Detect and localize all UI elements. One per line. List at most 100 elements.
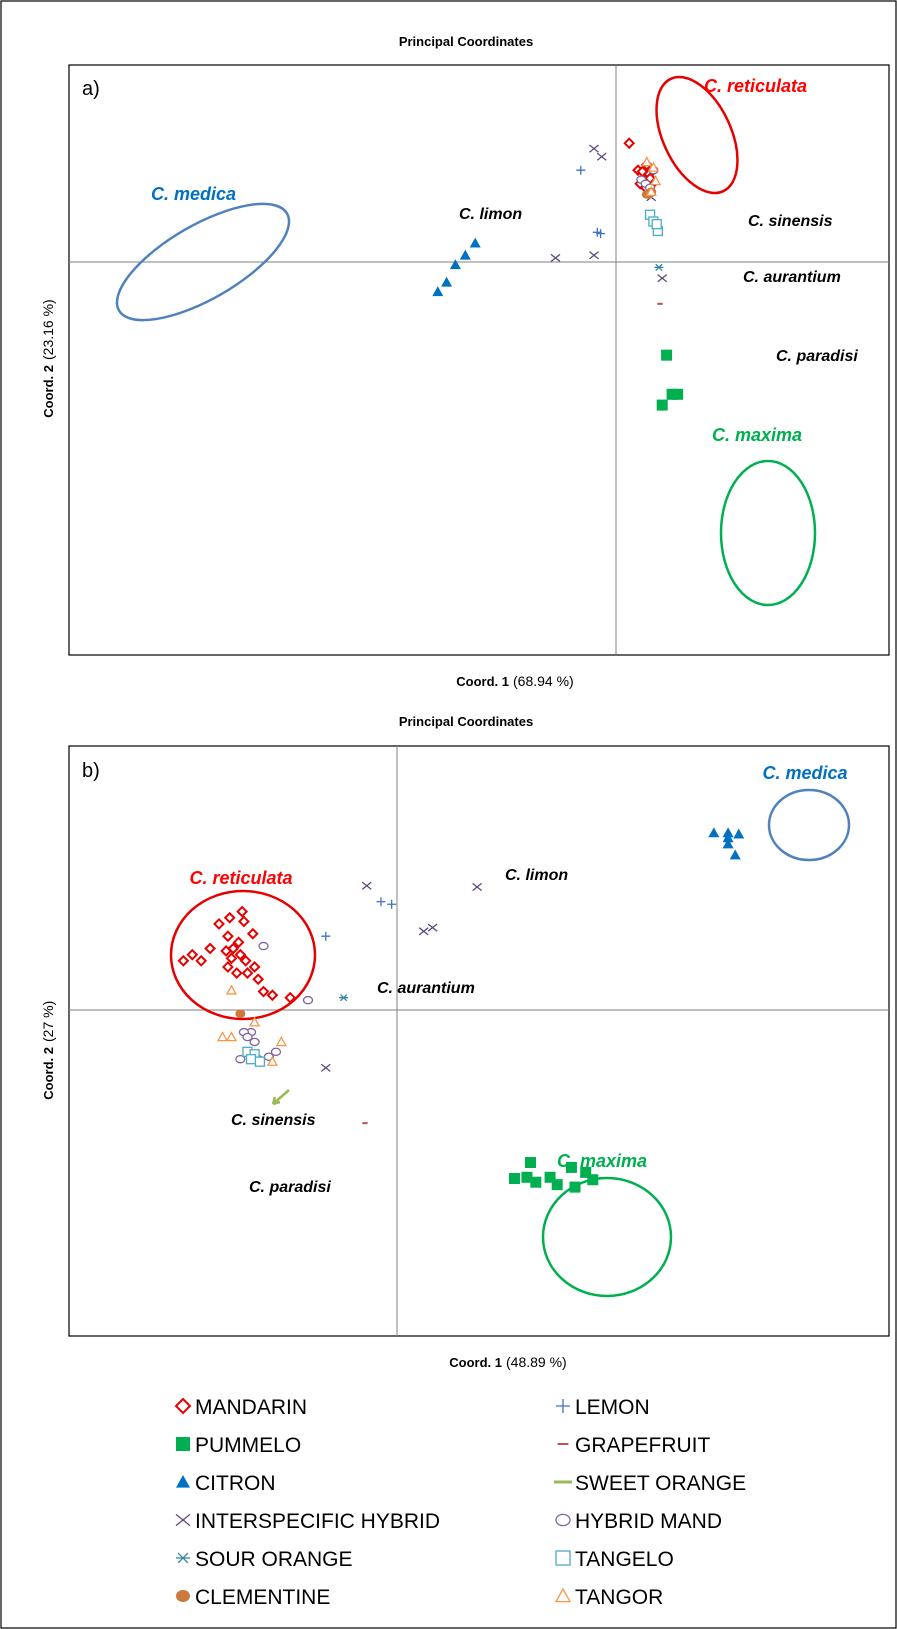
panel-a: Principal Coordinates a) C. medica C. re… (40, 34, 890, 689)
point-hybrid-0 (589, 144, 599, 153)
panel-a-paradisi-label: C. paradisi (776, 348, 858, 365)
point-citron-1 (449, 259, 461, 270)
panel-b-y-axis-pct: (27 %) (40, 1001, 56, 1042)
legend-label-clementine: CLEMENTINE (195, 1586, 330, 1609)
panel-a-title: Principal Coordinates (399, 34, 533, 49)
legend-item-lemon: LEMON (556, 1396, 650, 1419)
point-tangor-1 (216, 1031, 229, 1042)
legend: MANDARIN LEMON PUMMELO GRAPEFRUIT CITRON SWEE… (174, 1396, 746, 1609)
point-citron-0 (708, 827, 720, 838)
panel-b-limon-label: C. limon (505, 867, 568, 884)
panel-b-aurantium-label: C. aurantium (377, 980, 475, 997)
point-tangelo-3 (651, 219, 662, 230)
point-tangelo-3 (254, 1056, 266, 1067)
point-pummelo-0 (661, 349, 673, 361)
panel-b-sinensis-label: C. sinensis (231, 1112, 316, 1129)
panel-a-reticulata-ellipse (655, 75, 739, 195)
point-tangor-4 (248, 1016, 261, 1027)
point-lemon-2 (321, 931, 331, 941)
point-clementine-0 (235, 1009, 246, 1018)
point-tangor-1 (645, 185, 657, 197)
point-lemon-0 (376, 897, 386, 907)
point-hybrid-2 (550, 253, 561, 263)
point-mandarin-22 (223, 911, 236, 924)
panel-a-marks (432, 137, 684, 411)
point-tangor-0 (641, 156, 653, 167)
point-pummelo-4 (521, 1171, 533, 1183)
legend-marker-sour_orange (176, 1552, 190, 1564)
point-mandarin-19 (232, 936, 245, 949)
legend-item-grapefruit: GRAPEFRUIT (557, 1434, 711, 1457)
point-hybrid_mand-4 (242, 1032, 253, 1042)
point-lemon-1 (387, 899, 397, 909)
panel-b-reticulata-ellipse (169, 889, 317, 1021)
legend-marker-lemon (556, 1399, 570, 1413)
point-hybrid_mand-9 (235, 1054, 246, 1064)
point-mandarin-20 (246, 927, 259, 940)
point-citron-2 (733, 828, 745, 839)
panel-b-medica-label: C. medica (762, 763, 847, 783)
panel-a-medica-label: C. medica (151, 184, 236, 204)
point-hybrid_mand-5 (249, 1037, 260, 1047)
point-tangelo-2 (245, 1054, 257, 1065)
panel-a-reticulata-label: C. reticulata (704, 76, 807, 96)
point-citron-3 (722, 832, 734, 843)
panel-b-sinensis-arrow (271, 1089, 290, 1106)
legend-label-sweet_orange: SWEET ORANGE (575, 1472, 746, 1495)
legend-item-pummelo: PUMMELO (176, 1434, 301, 1457)
legend-label-sour_orange: SOUR ORANGE (195, 1548, 353, 1571)
point-sour_orange-0 (339, 994, 349, 1002)
point-mandarin-21 (238, 915, 250, 928)
point-mandarin-4 (234, 948, 247, 961)
legend-label-lemon: LEMON (575, 1396, 650, 1419)
point-tangor-2 (225, 1031, 238, 1042)
point-tangor-3 (649, 175, 662, 186)
legend-marker-pummelo (176, 1437, 190, 1451)
point-pummelo-8 (530, 1176, 542, 1188)
panel-a-sinensis-label: C. sinensis (748, 213, 833, 230)
legend-item-clementine: CLEMENTINE (176, 1586, 330, 1609)
panel-a-label: a) (82, 78, 100, 100)
legend-label-citron: CITRON (195, 1472, 276, 1495)
point-hybrid_mand-8 (270, 1047, 282, 1057)
panel-a-limon-label: C. limon (459, 206, 522, 223)
legend-label-tangor: TANGOR (575, 1586, 663, 1609)
point-mandarin-9 (186, 948, 199, 961)
panel-b-label: b) (82, 760, 100, 782)
legend-item-hybrid_mand: HYBRID MAND (555, 1510, 722, 1533)
legend-item-mandarin: MANDARIN (174, 1396, 307, 1419)
panel-b-maxima-ellipse (541, 1176, 673, 1298)
legend-marker-mandarin (174, 1397, 192, 1415)
panel-b-maxima-label: C. maxima (557, 1151, 647, 1171)
point-hybrid-1 (472, 882, 483, 892)
point-mandarin-15 (241, 967, 254, 980)
point-mandarin-0 (213, 917, 225, 930)
point-citron-4 (432, 286, 444, 297)
point-sour_orange-0 (654, 263, 664, 272)
point-tangor-0 (225, 984, 238, 995)
point-mandarin-12 (266, 989, 279, 1002)
point-mandarin-23 (236, 905, 249, 918)
panel-a-plot-area (68, 64, 890, 656)
point-pummelo-2 (672, 388, 684, 400)
point-mandarin-7 (221, 961, 234, 973)
point-hybrid-4 (320, 1063, 331, 1072)
panel-a-x-axis-pct: (68.94 %) (513, 673, 574, 689)
legend-marker-tangelo (555, 1550, 571, 1566)
point-lemon-0 (576, 165, 586, 175)
panel-a-y-axis-pct: (23.16 %) (40, 299, 56, 360)
point-hybrid-0 (361, 881, 372, 890)
point-pummelo-0 (525, 1157, 536, 1169)
point-pummelo-2 (565, 1161, 577, 1173)
legend-label-hybrid_mand: HYBRID MAND (575, 1510, 722, 1533)
legend-marker-hybrid_mand (555, 1513, 571, 1527)
point-mandarin-5 (239, 954, 252, 967)
point-mandarin-18 (220, 945, 233, 957)
panel-a-medica-ellipse (115, 202, 291, 322)
panel-a-aurantium-label: C. aurantium (743, 269, 841, 286)
legend-item-tangelo: TANGELO (555, 1548, 674, 1571)
panel-b-medica-ellipse (767, 788, 851, 862)
panel-b: Principal Coordinates b) C. medica C. re… (40, 714, 890, 1370)
point-mandarin-17 (225, 952, 238, 965)
point-mandarin-11 (257, 985, 270, 998)
